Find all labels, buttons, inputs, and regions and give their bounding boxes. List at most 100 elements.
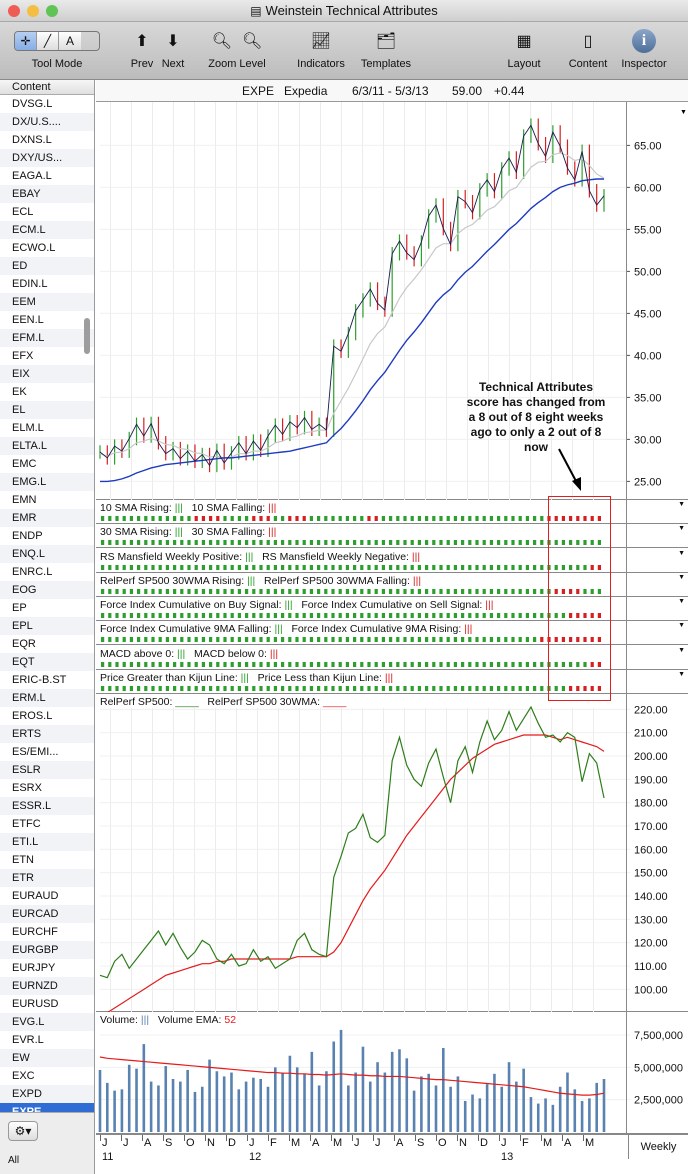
line-tool-icon[interactable]: ╱ — [37, 32, 59, 50]
signal-tick — [547, 637, 551, 643]
attribute-positive-label: RS Mansfield Weekly Positive: — [100, 550, 243, 563]
sidebar-item-enq-l[interactable]: ENQ.L — [0, 545, 94, 563]
row-menu-arrow-icon[interactable]: ▼ — [678, 573, 685, 581]
sidebar-item-ebay[interactable]: EBAY — [0, 185, 94, 203]
prev-button[interactable]: ⬆ Prev — [128, 28, 156, 70]
relperf-panel[interactable]: RelPerf SP500: ____ RelPerf SP500 30WMA:… — [96, 694, 688, 1018]
signal-tick — [209, 685, 213, 691]
time-axis[interactable]: J J A S O N D J F M A M J J A S O N D J F M A M 11 12 13 Weekly — [96, 1134, 688, 1174]
sidebar-item-expd[interactable]: EXPD — [0, 1085, 94, 1103]
crosshair-tool-icon[interactable]: ✛ — [15, 32, 37, 50]
zoom-window-button[interactable] — [46, 5, 58, 17]
sidebar-item-emr[interactable]: EMR — [0, 509, 94, 527]
sidebar-item-eslr[interactable]: ESLR — [0, 761, 94, 779]
zoom-in-icon[interactable]: 🔍︎ — [242, 33, 263, 50]
sidebar-item-ep[interactable]: EP — [12, 602, 27, 614]
inspector-button[interactable]: i Inspector — [618, 28, 670, 70]
minimize-window-button[interactable] — [27, 5, 39, 17]
sidebar-item-essr-l[interactable]: ESSR.L — [0, 797, 94, 815]
sidebar-item-emg-l[interactable]: EMG.L — [0, 473, 94, 491]
all-filter-label[interactable]: All — [8, 1155, 20, 1166]
price-chart[interactable]: 25.00 30.00 35.00 40.00 45.00 50.00 55.00 60.00… — [96, 102, 688, 500]
sidebar-item-epl[interactable]: EPL — [0, 617, 94, 635]
sidebar-item-eric-b-st[interactable]: ERIC-B.ST — [12, 674, 67, 686]
sidebar-item-eurjpy[interactable]: EURJPY — [12, 962, 56, 974]
templates-button[interactable]: 🗂︎ Templates — [356, 28, 416, 70]
sidebar-item-endp[interactable]: ENDP — [12, 530, 43, 542]
sidebar-item-ed[interactable]: ED — [0, 257, 94, 275]
sidebar-item-emn[interactable]: EMN — [12, 494, 37, 506]
sidebar-item-efx[interactable]: EFX — [12, 350, 34, 362]
sidebar-header[interactable]: Content — [0, 80, 94, 95]
panel-menu-arrow-icon[interactable]: ▼ — [680, 109, 687, 116]
sidebar-item-dxy-us-[interactable]: DXY/US... — [0, 149, 94, 167]
sidebar-item-eti-l[interactable]: ETI.L — [0, 833, 94, 851]
sidebar-item-ecwo-l[interactable]: ECWO.L — [12, 242, 56, 254]
sidebar-item-dxns-l[interactable]: DXNS.L — [12, 134, 52, 146]
sidebar-item-eaga-l[interactable]: EAGA.L — [12, 170, 52, 182]
period-selector[interactable]: Weekly — [628, 1135, 688, 1159]
sidebar-item-een-l[interactable]: EEN.L — [12, 314, 44, 326]
content-button[interactable]: ▯ Content — [564, 28, 612, 70]
sidebar-item-erm-l[interactable]: ERM.L — [0, 689, 94, 707]
sidebar-item-eog[interactable]: EOG — [0, 581, 94, 599]
layout-button[interactable]: ▦ Layout — [502, 28, 546, 70]
text-tool-icon[interactable]: A — [59, 32, 81, 50]
row-menu-arrow-icon[interactable]: ▼ — [678, 622, 685, 630]
sidebar-item-esrx[interactable]: ESRX — [12, 782, 42, 794]
sidebar-item-ew[interactable]: EW — [0, 1049, 94, 1067]
gear-icon[interactable]: ⚙▾ — [8, 1121, 38, 1141]
sidebar-item-eem[interactable]: EEM — [0, 293, 94, 311]
sidebar-item-eix[interactable]: EIX — [0, 365, 94, 383]
sidebar-item-el[interactable]: EL — [0, 401, 94, 419]
sidebar-item-dvsg-l[interactable]: DVSG.L — [12, 98, 53, 110]
sidebar-item-emc[interactable]: EMC — [12, 458, 37, 470]
sidebar-item-eurchf[interactable]: EURCHF — [12, 926, 58, 938]
attribute-negative-label: RS Mansfield Weekly Negative: — [262, 550, 409, 563]
zoom-out-icon[interactable]: 🔍︎ — [211, 33, 232, 50]
sidebar-item-eqt[interactable]: EQT — [0, 653, 94, 671]
sidebar-item-elm-l[interactable]: ELM.L — [12, 422, 44, 434]
relperf-chart[interactable]: 100.00 110.00 120.00 130.00 140.00 150.00 160.… — [96, 694, 688, 1018]
volume-chart[interactable]: 2,500,000 5,000,000 7,500,000 — [96, 1012, 688, 1134]
sidebar-item-edin-l[interactable]: EDIN.L — [12, 278, 48, 290]
sidebar-item-eurnzd[interactable]: EURNZD — [0, 977, 94, 995]
sidebar-item-evr-l[interactable]: EVR.L — [12, 1034, 44, 1046]
row-menu-arrow-icon[interactable]: ▼ — [678, 525, 685, 533]
tool-mode-segmented-control[interactable]: ✛ ╱ A — [14, 31, 100, 51]
sidebar-item-etn[interactable]: ETN — [12, 854, 34, 866]
sidebar-item-eurusd[interactable]: EURUSD — [12, 998, 59, 1010]
volume-panel[interactable]: Volume: ||| Volume EMA: 52 2,500,000 5,00… — [96, 1012, 688, 1134]
sidebar-item-etr[interactable]: ETR — [0, 869, 94, 887]
sidebar-item-enrc-l[interactable]: ENRC.L — [12, 566, 53, 578]
row-menu-arrow-icon[interactable]: ▼ — [678, 501, 685, 508]
sidebar-item-elta-l[interactable]: ELTA.L — [0, 437, 94, 455]
sidebar-item-exc[interactable]: EXC — [12, 1070, 35, 1082]
next-button[interactable]: ⬇ Next — [158, 28, 188, 70]
close-window-button[interactable] — [8, 5, 20, 17]
indicators-button[interactable]: 📈︎ Indicators — [292, 28, 350, 70]
sidebar-item-expe[interactable]: EXPE — [0, 1103, 94, 1112]
sidebar-item-eurcad[interactable]: EURCAD — [0, 905, 94, 923]
symbol-list[interactable]: DVSG.L DX/U.S.... DXNS.L DXY/US... EAGA.L EBA… — [0, 95, 94, 1112]
sidebar-item-efm-l[interactable]: EFM.L — [0, 329, 94, 347]
price-panel[interactable]: 25.00 30.00 35.00 40.00 45.00 50.00 55.00 60.00… — [96, 102, 688, 500]
sidebar-item-evg-l[interactable]: EVG.L — [0, 1013, 94, 1031]
sidebar-item-dx-u-s-[interactable]: DX/U.S.... — [0, 113, 94, 131]
row-menu-arrow-icon[interactable]: ▼ — [678, 598, 685, 605]
row-menu-arrow-icon[interactable]: ▼ — [678, 646, 685, 654]
sidebar-item-eros-l[interactable]: EROS.L — [12, 710, 53, 722]
sidebar-item-ecm-l[interactable]: ECM.L — [0, 221, 94, 239]
sidebar-scrollbar[interactable] — [84, 318, 90, 354]
sidebar-item-es-emi-[interactable]: ES/EMI... — [12, 746, 59, 758]
sidebar-item-eqr[interactable]: EQR — [12, 638, 36, 650]
sidebar-item-erts[interactable]: ERTS — [0, 725, 94, 743]
sidebar-item-eurgbp[interactable]: EURGBP — [0, 941, 94, 959]
sidebar-item-ecl[interactable]: ECL — [12, 206, 34, 218]
sidebar-item-ek[interactable]: EK — [12, 386, 27, 398]
row-menu-arrow-icon[interactable]: ▼ — [678, 670, 685, 678]
row-menu-arrow-icon[interactable]: ▼ — [678, 549, 685, 557]
sidebar-item-euraud[interactable]: EURAUD — [12, 890, 59, 902]
month-tick — [499, 1135, 500, 1141]
sidebar-item-etfc[interactable]: ETFC — [12, 818, 41, 830]
